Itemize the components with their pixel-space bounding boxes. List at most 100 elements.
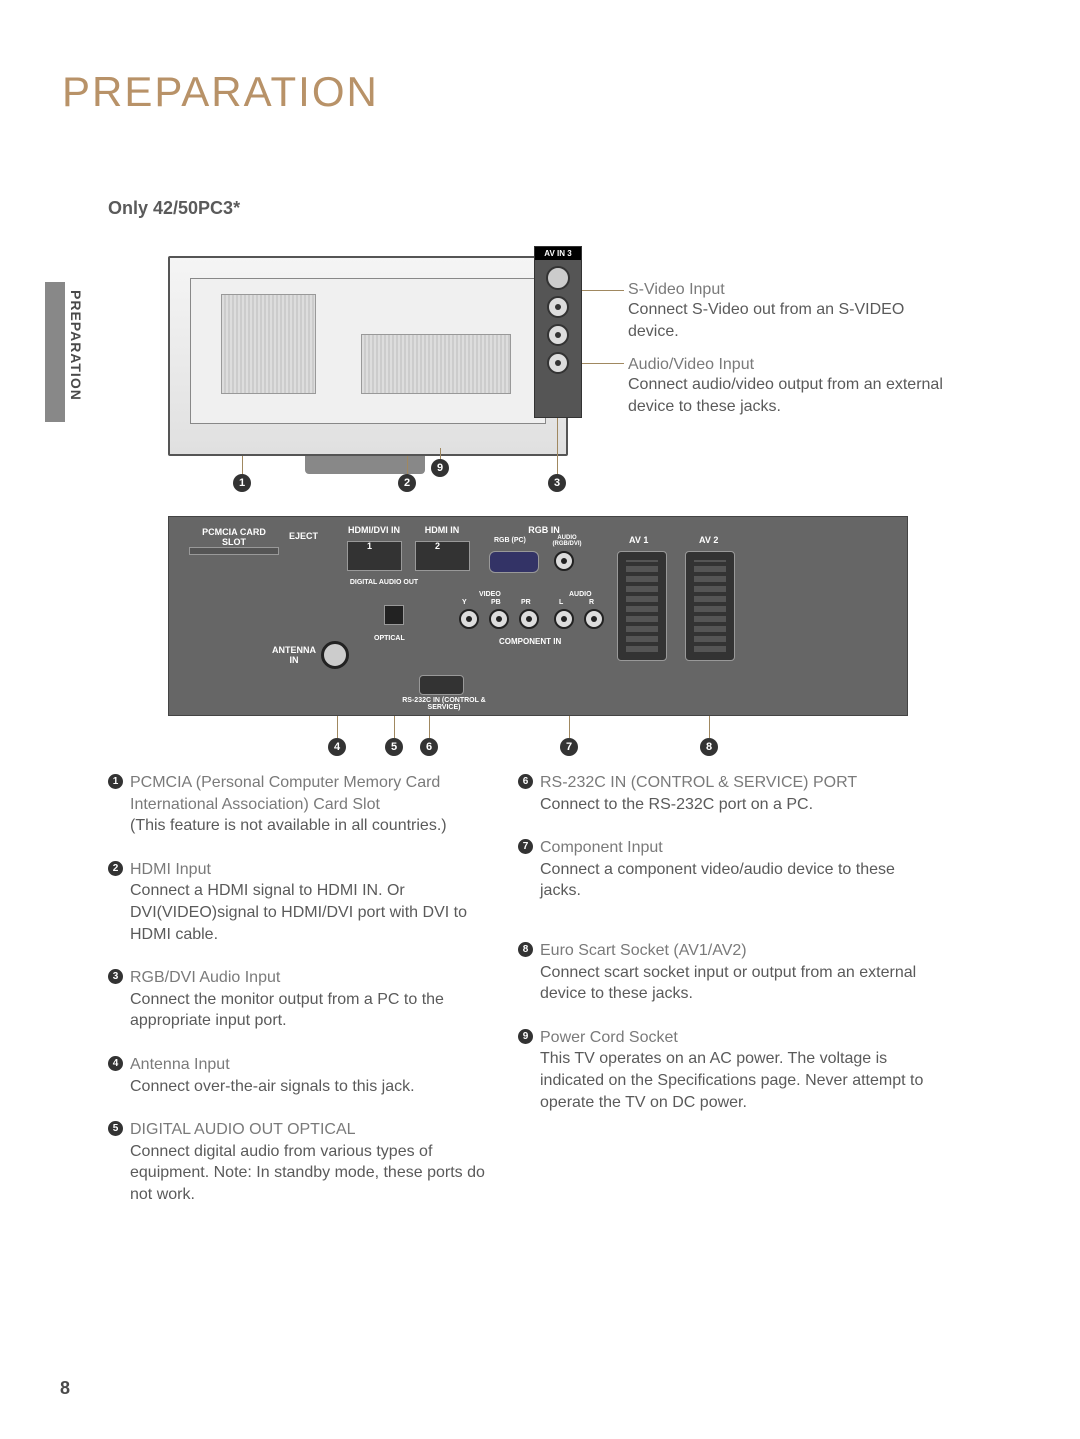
pr-label: PR — [521, 599, 531, 606]
svideo-callout: S-Video Input Connect S-Video out from a… — [628, 281, 948, 344]
av-callout-title: Audio/Video Input — [628, 356, 948, 374]
desc-item-7: 7 Component Input Connect a component vi… — [518, 837, 938, 902]
rgb-in-label: RGB IN — [519, 525, 569, 535]
desc-num: 4 — [108, 1056, 123, 1071]
desc-title: Power Cord Socket — [540, 1027, 938, 1049]
r-label: R — [589, 599, 594, 606]
desc-text: Connect to the RS-232C port on a PC. — [540, 794, 938, 816]
eject-label: EJECT — [289, 531, 318, 541]
antenna-jack — [321, 641, 349, 669]
component-y — [459, 609, 479, 629]
audio-label: AUDIO — [569, 591, 592, 598]
desc-title: HDMI Input — [130, 859, 498, 881]
y-label: Y — [462, 599, 467, 606]
desc-num: 8 — [518, 942, 533, 957]
desc-text: Connect the monitor output from a PC to … — [130, 989, 498, 1032]
hdmi-in-label: HDMI IN — [417, 525, 467, 535]
pcmcia-label: PCMCIA CARD SLOT — [199, 527, 269, 547]
audio-rgb-label: AUDIO (RGB/DVI) — [547, 535, 587, 547]
desc-text: Connect a component video/audio device t… — [540, 859, 938, 902]
audio-r-jack — [547, 324, 569, 346]
digital-audio-label: DIGITAL AUDIO OUT — [349, 579, 419, 586]
component-label: COMPONENT IN — [499, 637, 561, 646]
audio-rgb-jack — [554, 551, 574, 571]
page-title: PREPARATION — [62, 68, 379, 116]
tv-vent-right — [361, 334, 511, 394]
desc-text: Connect a HDMI signal to HDMI IN. Or DVI… — [130, 880, 498, 945]
rgb-pc-label: RGB (PC) — [494, 537, 526, 544]
desc-num: 9 — [518, 1029, 533, 1044]
callout-line — [582, 290, 624, 291]
hdmi-port-2 — [415, 541, 470, 571]
antenna-label: ANTENNA IN — [269, 645, 319, 665]
desc-title: RGB/DVI Audio Input — [130, 967, 498, 989]
desc-text: Connect over-the-air signals to this jac… — [130, 1076, 498, 1098]
component-pb — [489, 609, 509, 629]
video-jack — [547, 352, 569, 374]
scart-av1 — [617, 551, 667, 661]
scart-av2 — [685, 551, 735, 661]
optical-label: OPTICAL — [374, 635, 405, 642]
desc-title: RS-232C IN (CONTROL & SERVICE) PORT — [540, 772, 938, 794]
desc-title: Component Input — [540, 837, 938, 859]
svideo-callout-title: S-Video Input — [628, 281, 948, 299]
desc-text: This TV operates on an AC power. The vol… — [540, 1048, 938, 1113]
desc-item-8: 8 Euro Scart Socket (AV1/AV2) Connect sc… — [518, 940, 938, 1005]
desc-num: 6 — [518, 774, 533, 789]
desc-title: DIGITAL AUDIO OUT OPTICAL — [130, 1119, 498, 1141]
desc-num: 1 — [108, 774, 123, 789]
component-r — [584, 609, 604, 629]
desc-title: Antenna Input — [130, 1054, 498, 1076]
num-circle-5: 5 — [385, 738, 403, 756]
num-circle-6: 6 — [420, 738, 438, 756]
avin3-panel: AV IN 3 — [534, 246, 582, 418]
desc-num: 7 — [518, 839, 533, 854]
rs232-label: RS-232C IN (CONTROL & SERVICE) — [399, 697, 489, 711]
av1-label: AV 1 — [629, 535, 648, 545]
side-section-label: PREPARATION — [68, 290, 84, 401]
desc-num: 5 — [108, 1121, 123, 1136]
av2-label: AV 2 — [699, 535, 718, 545]
vga-port — [489, 551, 539, 573]
leader-line — [557, 418, 558, 481]
num-circle-8: 8 — [700, 738, 718, 756]
hdmi-1-num: 1 — [367, 541, 372, 551]
callout-line — [582, 363, 624, 364]
num-circle-3: 3 — [548, 474, 566, 492]
desc-item-1: 1 PCMCIA (Personal Computer Memory Card … — [108, 772, 498, 837]
desc-text: Connect digital audio from various types… — [130, 1141, 498, 1206]
leader-line — [394, 716, 395, 738]
component-l — [554, 609, 574, 629]
rs232-port — [419, 675, 464, 695]
av-callout: Audio/Video Input Connect audio/video ou… — [628, 356, 948, 419]
desc-text: (This feature is not available in all co… — [130, 815, 498, 837]
num-circle-7: 7 — [560, 738, 578, 756]
desc-column-right: 6 RS-232C IN (CONTROL & SERVICE) PORT Co… — [518, 772, 938, 1135]
pcmcia-slot — [189, 547, 279, 555]
num-circle-2: 2 — [398, 474, 416, 492]
audio-l-jack — [547, 296, 569, 318]
desc-column-left: 1 PCMCIA (Personal Computer Memory Card … — [108, 772, 498, 1228]
optical-port — [384, 605, 404, 625]
model-subtitle: Only 42/50PC3* — [108, 198, 240, 219]
page-number: 8 — [60, 1378, 70, 1399]
hdmi-port-1 — [347, 541, 402, 571]
av-callout-text: Connect audio/video output from an exter… — [628, 374, 948, 419]
connector-panel: PCMCIA CARD SLOT EJECT HDMI/DVI IN HDMI … — [168, 516, 908, 716]
desc-title: Euro Scart Socket (AV1/AV2) — [540, 940, 938, 962]
avin3-label: AV IN 3 — [535, 247, 581, 260]
leader-line — [569, 716, 570, 738]
svideo-callout-text: Connect S-Video out from an S-VIDEO devi… — [628, 299, 948, 344]
desc-item-6: 6 RS-232C IN (CONTROL & SERVICE) PORT Co… — [518, 772, 938, 815]
desc-num: 3 — [108, 969, 123, 984]
video-label: VIDEO — [479, 591, 501, 598]
tv-inner-panel — [190, 278, 546, 424]
hdmi-dvi-label: HDMI/DVI IN — [344, 525, 404, 535]
desc-item-2: 2 HDMI Input Connect a HDMI signal to HD… — [108, 859, 498, 945]
side-tab — [45, 282, 65, 422]
desc-item-4: 4 Antenna Input Connect over-the-air sig… — [108, 1054, 498, 1097]
desc-item-5: 5 DIGITAL AUDIO OUT OPTICAL Connect digi… — [108, 1119, 498, 1205]
desc-item-9: 9 Power Cord Socket This TV operates on … — [518, 1027, 938, 1113]
tv-vent-left — [221, 294, 316, 394]
hdmi-2-num: 2 — [435, 541, 440, 551]
